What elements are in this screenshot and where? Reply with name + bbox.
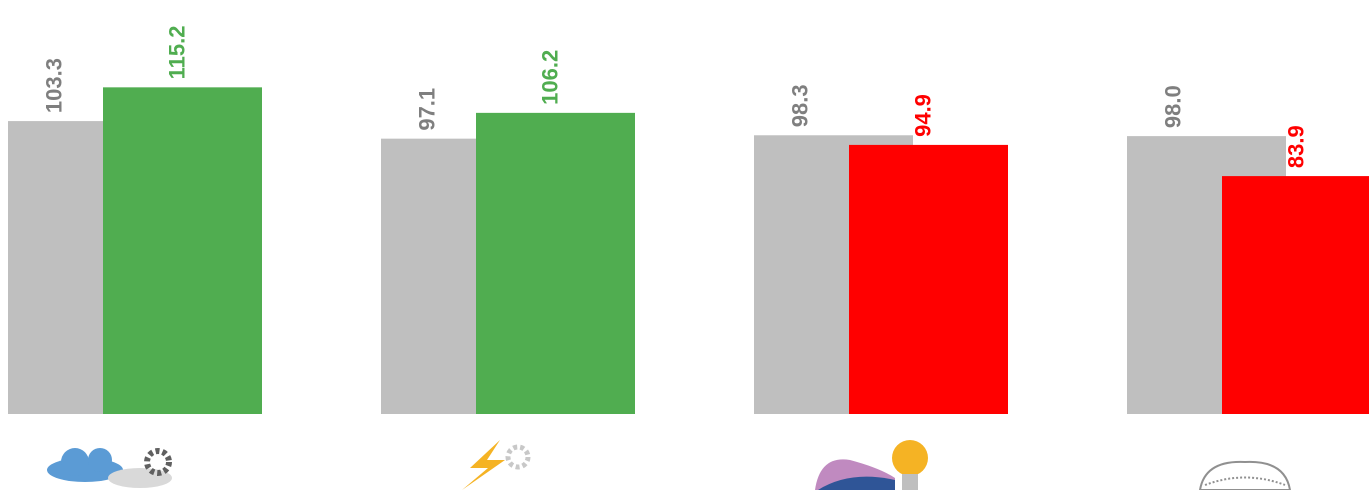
bar bbox=[849, 144, 1008, 414]
lightning-gear-icon bbox=[462, 440, 531, 490]
bar bbox=[103, 87, 262, 415]
value-label: 98.3 bbox=[787, 84, 812, 127]
value-label: 98.0 bbox=[1160, 85, 1185, 128]
icons bbox=[47, 440, 1292, 490]
cloud-gear-icon bbox=[47, 448, 172, 488]
stadium-icon bbox=[1198, 460, 1292, 490]
value-label: 106.2 bbox=[537, 50, 562, 105]
value-label: 94.9 bbox=[910, 94, 935, 137]
value-label: 83.9 bbox=[1283, 125, 1308, 168]
stadium-bulb-icon bbox=[815, 440, 928, 490]
value-label: 115.2 bbox=[164, 25, 189, 79]
bar bbox=[1222, 176, 1369, 414]
value-label: 103.3 bbox=[41, 58, 66, 113]
value-label: 97.1 bbox=[414, 88, 439, 131]
bar bbox=[476, 112, 635, 414]
